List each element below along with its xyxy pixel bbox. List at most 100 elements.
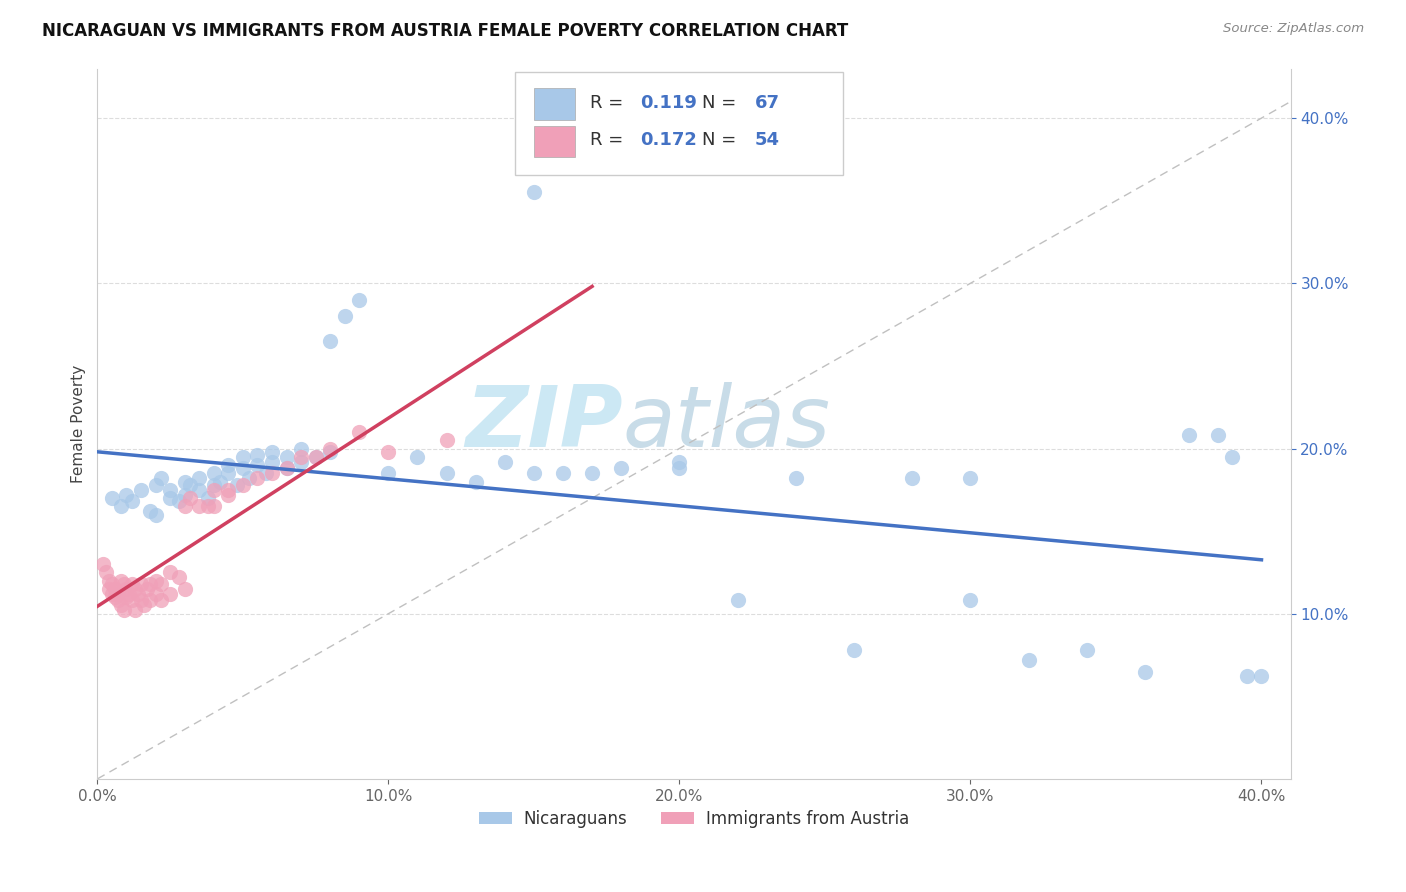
Point [150,471,173,485]
Point [217,483,239,497]
Point [138,593,160,607]
Point [110,599,132,613]
Point [173,500,195,514]
Point [246,471,269,485]
Point [406,450,429,464]
Point [150,577,173,591]
Text: 67: 67 [755,94,780,112]
Point [112,577,135,591]
Point [260,455,283,469]
Point [1018,653,1040,667]
Point [94,566,117,580]
Point [129,577,152,591]
FancyBboxPatch shape [534,126,575,157]
Point [290,442,312,456]
Point [127,587,149,601]
Point [436,467,458,481]
Text: Source: ZipAtlas.com: Source: ZipAtlas.com [1223,22,1364,36]
Point [260,445,283,459]
Point [319,442,342,456]
Point [101,587,124,601]
Point [304,450,326,464]
Point [101,577,124,591]
Point [202,467,225,481]
Point [959,471,981,485]
Point [785,471,807,485]
Point [333,310,356,324]
Point [197,500,219,514]
Point [129,483,152,497]
Point [110,500,132,514]
Point [202,478,225,492]
Point [260,467,283,481]
Point [1236,669,1258,683]
Point [179,491,201,505]
Point [551,467,574,481]
Point [1133,665,1156,679]
Point [138,504,160,518]
Point [1206,428,1229,442]
Point [167,570,190,584]
Point [304,450,326,464]
Text: N =: N = [703,94,742,112]
Point [159,483,181,497]
Point [581,467,603,481]
Point [179,478,201,492]
Point [217,458,239,472]
Text: atlas: atlas [623,382,831,466]
Point [226,478,249,492]
Point [110,574,132,588]
Point [124,603,146,617]
Point [276,461,298,475]
Point [232,450,254,464]
Point [668,461,690,475]
Point [104,582,127,596]
Text: 0.172: 0.172 [640,131,697,149]
Point [188,500,211,514]
Legend: Nicaraguans, Immigrants from Austria: Nicaraguans, Immigrants from Austria [472,803,915,835]
Point [349,293,371,307]
Point [173,488,195,502]
Point [167,494,190,508]
Point [129,593,152,607]
Point [610,461,633,475]
Point [188,483,211,497]
Point [124,582,146,596]
Point [668,455,690,469]
Point [494,455,516,469]
Point [115,590,138,604]
Point [436,434,458,448]
Point [727,593,749,607]
Point [159,587,181,601]
Point [290,455,312,469]
Point [145,587,167,601]
Point [377,467,399,481]
Point [202,483,225,497]
Point [319,445,342,459]
Point [238,471,260,485]
Point [121,593,143,607]
Point [523,467,546,481]
Text: 0.119: 0.119 [640,94,697,112]
Point [107,587,129,601]
Y-axis label: Female Poverty: Female Poverty [72,365,86,483]
Point [276,450,298,464]
FancyBboxPatch shape [534,88,575,120]
Point [121,577,143,591]
Point [145,574,167,588]
Point [159,491,181,505]
Point [150,593,173,607]
Point [202,500,225,514]
Point [349,425,371,439]
Point [101,491,124,505]
Point [276,461,298,475]
Point [377,445,399,459]
Point [290,450,312,464]
Point [135,582,157,596]
Point [145,478,167,492]
Point [197,491,219,505]
Point [232,478,254,492]
Point [91,557,114,571]
Point [115,488,138,502]
Point [115,582,138,596]
